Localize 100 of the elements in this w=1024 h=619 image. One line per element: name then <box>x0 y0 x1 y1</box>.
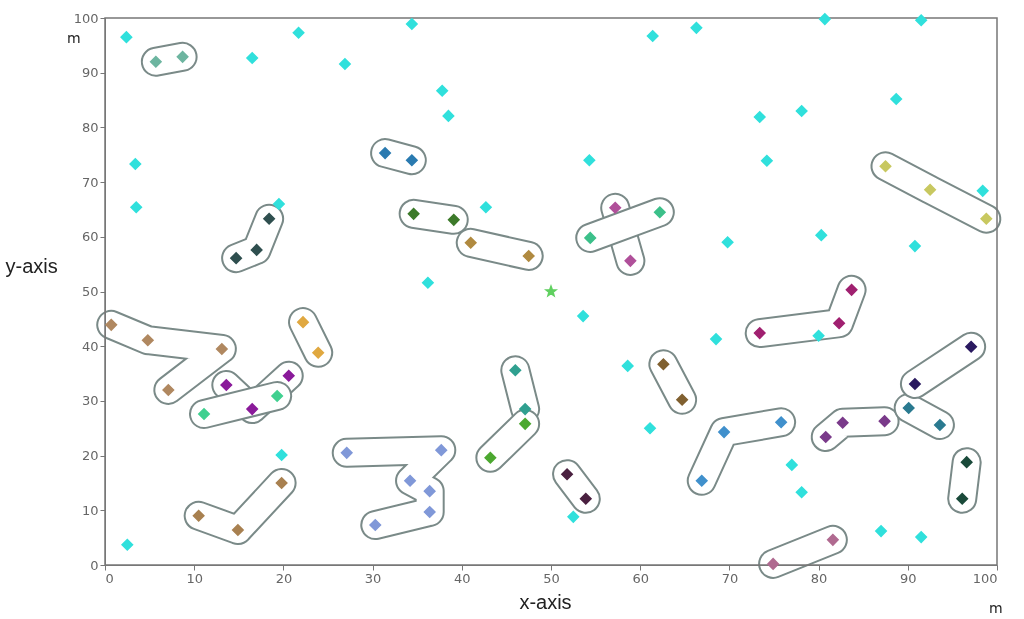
y-tick-label: 30 <box>81 393 99 409</box>
point <box>105 318 118 331</box>
point <box>215 342 228 355</box>
point <box>812 329 825 342</box>
y-tick-label: 10 <box>81 502 99 518</box>
point <box>915 531 928 544</box>
point <box>845 283 858 296</box>
point <box>579 492 592 505</box>
point <box>246 51 259 64</box>
point <box>192 509 205 522</box>
point <box>609 201 622 214</box>
x-tick-label: 80 <box>810 570 828 586</box>
point <box>436 84 449 97</box>
point <box>405 18 418 31</box>
point <box>908 377 921 390</box>
point <box>220 379 233 392</box>
point <box>275 476 288 489</box>
point <box>130 201 143 214</box>
y-tick-label: 50 <box>81 284 99 299</box>
point <box>405 154 418 167</box>
x-tick-label: 40 <box>454 570 471 586</box>
point <box>710 333 723 346</box>
point <box>879 160 892 173</box>
point <box>902 402 915 414</box>
y-tick-label: 60 <box>81 229 99 245</box>
point <box>718 426 731 439</box>
point <box>447 213 460 226</box>
point <box>676 393 689 406</box>
point <box>545 285 557 297</box>
point <box>230 252 243 265</box>
point <box>282 369 295 382</box>
point <box>435 444 448 457</box>
point <box>980 212 993 225</box>
y-tick-label: 70 <box>81 174 99 190</box>
x-tick-label: 50 <box>543 570 560 586</box>
point <box>775 416 788 429</box>
point <box>915 14 928 27</box>
point <box>875 525 888 538</box>
point <box>795 105 808 117</box>
point <box>577 310 590 323</box>
point <box>404 474 417 487</box>
point <box>263 212 276 225</box>
point <box>657 358 670 371</box>
y-tick-label: 100 <box>73 10 99 26</box>
point <box>924 183 937 196</box>
point <box>624 254 637 267</box>
point <box>519 403 532 416</box>
point <box>272 197 285 210</box>
point <box>442 109 455 122</box>
point <box>819 431 832 443</box>
x-tick-label: 60 <box>632 570 649 586</box>
point <box>653 206 666 219</box>
point <box>561 468 574 481</box>
point <box>271 389 284 402</box>
point <box>878 415 891 428</box>
point <box>956 492 969 505</box>
point <box>121 538 134 551</box>
point <box>833 317 846 330</box>
point <box>795 486 808 499</box>
point <box>198 408 211 421</box>
point <box>421 276 434 289</box>
point <box>933 418 946 431</box>
point <box>908 240 921 253</box>
point <box>584 231 597 244</box>
point <box>407 207 420 220</box>
point <box>976 184 989 197</box>
point <box>423 485 436 498</box>
point <box>338 57 351 70</box>
point <box>695 474 708 487</box>
point <box>231 524 244 536</box>
point <box>519 417 532 430</box>
point <box>583 154 596 167</box>
point <box>721 236 734 249</box>
point <box>815 229 828 242</box>
point <box>479 201 492 214</box>
point <box>162 383 175 396</box>
x-tick-label: 10 <box>186 570 203 586</box>
x-tick-label: 0 <box>105 570 114 586</box>
x-tick-label: 90 <box>900 570 917 586</box>
x-tick-label: 100 <box>972 570 998 586</box>
point <box>753 327 766 340</box>
point <box>818 13 831 26</box>
x-tick-label: 30 <box>364 570 382 586</box>
point <box>826 533 839 546</box>
point <box>379 147 392 160</box>
text: m <box>67 30 81 46</box>
point <box>120 31 133 44</box>
point <box>176 50 189 63</box>
point <box>785 458 798 471</box>
point <box>760 154 773 167</box>
point <box>369 519 382 532</box>
point <box>250 243 263 256</box>
point <box>509 364 522 377</box>
point <box>423 505 436 518</box>
y-axis-title: y-axis <box>5 254 58 277</box>
point <box>292 26 305 39</box>
y-tick-label: 80 <box>81 119 99 135</box>
text: m <box>989 600 1003 616</box>
point <box>522 249 535 262</box>
y-tick-label: 0 <box>90 557 99 573</box>
